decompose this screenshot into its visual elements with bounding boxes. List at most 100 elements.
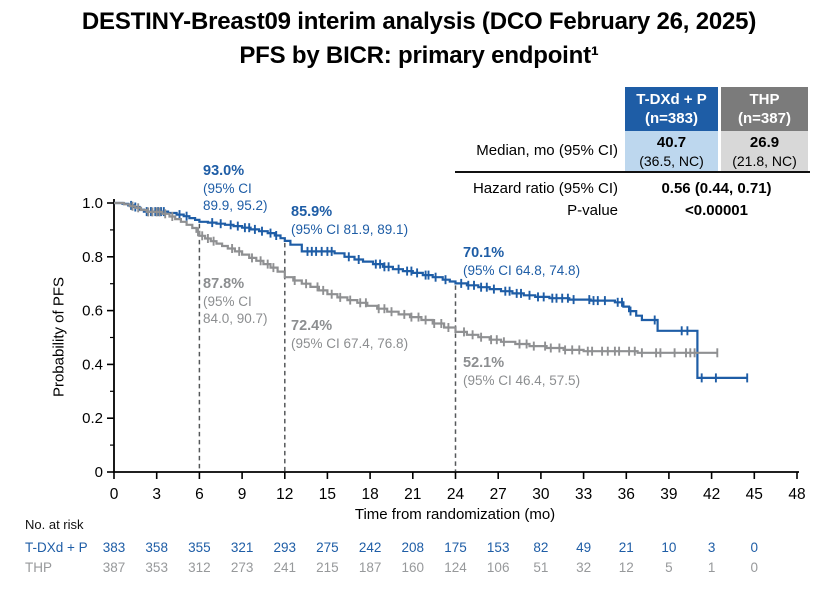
pvalue-label: P-value [567,202,618,219]
x-tick-label: 18 [361,486,378,503]
results-col-header-thp-n: (n=387) [738,110,791,127]
x-tick-label: 36 [618,486,635,503]
x-tick-label: 45 [746,486,763,503]
risk-count-thp: 353 [145,560,168,575]
milestone-annotation-tdxd-12mo: 85.9% (95% CI 81.9, 89.1) [291,204,408,238]
milestone-annotation-tdxd-24mo: 70.1% (95% CI 64.8, 74.8) [463,245,580,279]
milestone-ci: (95% CI 46.4, 57.5) [463,373,581,388]
risk-count-thp: 273 [231,560,254,575]
milestone-pct: 70.1% [463,245,505,261]
median-value-tdxd: 40.7 [656,134,687,151]
risk-count-thp: 5 [665,560,673,575]
y-tick-label: 0.2 [82,410,103,427]
median-cell-tdxd: 40.7 (36.5, NC) [625,131,718,171]
risk-count-tdxd: 355 [188,540,211,555]
risk-count-tdxd: 3 [708,540,716,555]
risk-count-tdxd: 321 [231,540,254,555]
milestone-annotation-thp-24mo: 52.1% (95% CI 46.4, 57.5) [463,355,580,389]
median-row-label: Median, mo (95% CI) [476,142,618,159]
risk-count-tdxd: 153 [487,540,510,555]
risk-count-tdxd: 358 [145,540,168,555]
results-col-header-tdxd: T-DXd + P (n=383) [625,87,718,132]
risk-count-thp: 387 [103,560,126,575]
x-tick-label: 27 [490,486,507,503]
milestone-ci: (95% CI [203,294,252,309]
results-col-header-thp: THP (n=387) [721,87,808,132]
risk-count-thp: 187 [359,560,382,575]
x-tick-label: 12 [276,486,293,503]
y-axis-title: Probability of PFS [50,276,68,398]
risk-row-label-tdxd: T-DXd + P [25,540,88,555]
milestone-ci: 89.9, 95.2) [203,198,268,213]
x-tick-label: 39 [660,486,677,503]
risk-count-thp: 51 [533,560,548,575]
risk-count-thp: 32 [576,560,591,575]
hazard-ratio-label: Hazard ratio (95% CI) [472,180,618,197]
risk-row-label-thp: THP [25,560,52,575]
x-tick-label: 6 [195,486,204,503]
risk-count-thp: 215 [316,560,339,575]
risk-count-thp: 312 [188,560,211,575]
milestone-pct: 93.0% [203,163,245,179]
x-tick-label: 24 [447,486,465,503]
risk-count-thp: 241 [274,560,297,575]
risk-count-tdxd: 293 [274,540,297,555]
risk-table-title: No. at risk [25,517,84,532]
milestone-annotation-tdxd-6mo: 93.0% (95% CI 89.9, 95.2) [203,163,268,214]
milestone-ci: (95% CI [203,181,252,196]
x-tick-label: 9 [238,486,247,503]
risk-count-tdxd: 175 [444,540,467,555]
x-tick-label: 21 [404,486,421,503]
axes [113,199,799,473]
x-tick-label: 42 [703,486,720,503]
y-tick-label: 0.4 [82,356,103,373]
risk-count-tdxd: 208 [402,540,425,555]
y-tick-label: 0.6 [82,303,103,320]
results-col-header-tdxd-name: T-DXd + P [636,91,707,108]
km-curve-thp [114,201,718,354]
risk-count-tdxd: 383 [103,540,126,555]
risk-count-thp: 1 [708,560,716,575]
risk-count-thp: 160 [402,560,425,575]
milestone-annotation-thp-12mo: 72.4% (95% CI 67.4, 76.8) [291,318,408,352]
x-tick-label: 48 [788,486,805,503]
risk-count-tdxd: 275 [316,540,339,555]
risk-count-thp: 0 [751,560,759,575]
risk-count-thp: 106 [487,560,510,575]
risk-count-tdxd: 21 [619,540,634,555]
x-tick-label: 30 [532,486,550,503]
median-cell-thp: 26.9 (21.8, NC) [721,131,808,171]
x-tick-label: 33 [575,486,592,503]
risk-count-tdxd: 10 [661,540,676,555]
median-ci-thp: (21.8, NC) [732,153,797,169]
x-axis-title: Time from randomization (mo) [354,506,556,523]
km-curve-tdxd [114,201,748,379]
title-block: DESTINY-Breast09 interim analysis (DCO F… [0,5,838,73]
milestone-pct: 72.4% [291,318,333,334]
y-tick-label: 1.0 [82,195,103,212]
results-col-header-thp-name: THP [749,91,780,108]
milestone-ci: (95% CI 64.8, 74.8) [463,263,581,278]
risk-count-tdxd: 82 [533,540,548,555]
results-table-divider [455,171,810,173]
page-subtitle: PFS by BICR: primary endpoint¹ [239,42,599,69]
milestone-pct: 87.8% [203,276,245,292]
pvalue-value: <0.00001 [685,202,748,219]
risk-count-tdxd: 0 [751,540,759,555]
milestone-pct: 52.1% [463,355,505,371]
x-tick-label: 3 [152,486,161,503]
risk-count-tdxd: 49 [576,540,591,555]
y-tick-label: 0 [95,464,103,481]
risk-count-tdxd: 242 [359,540,382,555]
milestone-ci: (95% CI 81.9, 89.1) [291,222,409,237]
hazard-ratio-value: 0.56 (0.44, 0.71) [661,180,772,197]
milestone-ci: 84.0, 90.7) [203,311,268,326]
risk-count-thp: 124 [444,560,467,575]
median-value-thp: 26.9 [749,134,780,151]
y-tick-label: 0.8 [82,249,103,266]
milestone-annotation-thp-6mo: 87.8% (95% CI 84.0, 90.7) [203,276,268,327]
x-tick-label: 0 [110,486,119,503]
results-col-header-tdxd-n: (n=383) [645,110,698,127]
